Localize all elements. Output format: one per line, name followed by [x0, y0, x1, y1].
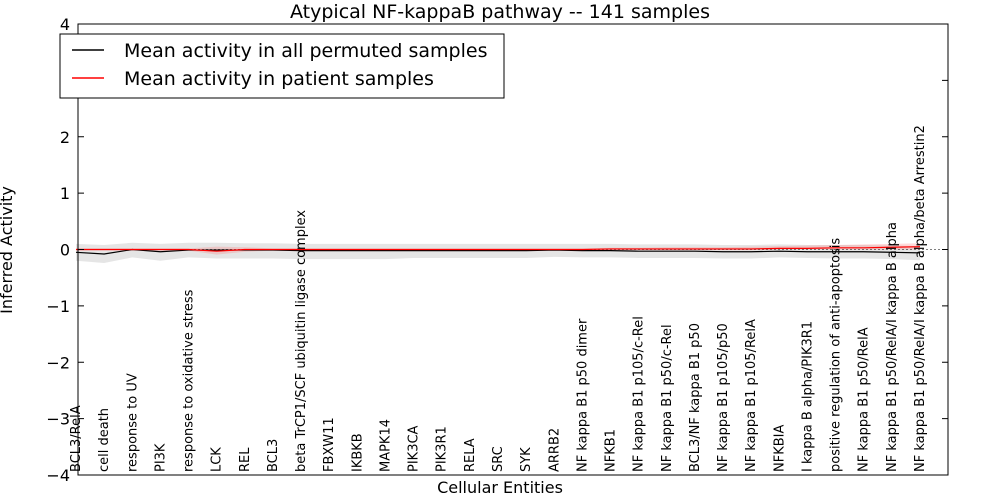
chart-title: Atypical NF-kappaB pathway -- 141 sample… [290, 1, 710, 23]
category-label: beta TrCP1/SCF ubiquitin ligase complex [294, 210, 309, 472]
category-label: NF kappa B1 p105/c-Rel [632, 316, 647, 472]
line-series-0 [75, 248, 921, 255]
category-label: LCK [210, 447, 225, 472]
category-label: SRC [491, 446, 506, 472]
category-label: NF kappa B1 p105/RelA [744, 319, 759, 472]
category-label: SYK [519, 447, 534, 472]
confidence-bands [76, 242, 920, 264]
line-series-1 [76, 246, 921, 252]
category-label: PI3K [153, 443, 168, 472]
y-tick-label: 2 [60, 128, 70, 147]
y-tick-label: −4 [46, 466, 70, 485]
y-tick-label: 1 [60, 184, 70, 203]
category-label: PIK3CA [407, 425, 422, 472]
y-tick-label: 0 [60, 241, 70, 260]
category-label: NF kappa B1 p50/RelA/I kappa B alpha/bet… [913, 125, 928, 472]
y-axis: −4−3−2−101234 [46, 15, 948, 485]
category-label: NF kappa B1 p50/RelA/I kappa B alpha [885, 222, 900, 472]
category-label: BCL3/NF kappa B1 p50 [688, 323, 703, 472]
legend-label-permuted: Mean activity in all permuted samples [124, 40, 487, 62]
category-label: ARRB2 [547, 428, 562, 472]
category-label: BCL3/RelA [69, 405, 84, 472]
legend: Mean activity in all permuted samples Me… [59, 33, 505, 99]
category-label: NFKB1 [604, 429, 619, 472]
category-label: I kappa B alpha/PIK3R1 [800, 321, 815, 472]
category-label: cell death [97, 408, 112, 472]
category-label: MAPK14 [378, 419, 393, 472]
category-label: BCL3 [266, 439, 281, 472]
category-label: response to oxidative stress [182, 289, 197, 472]
legend-box [59, 33, 505, 99]
category-label: NFKBIA [772, 425, 787, 472]
y-tick-label: −3 [46, 410, 70, 429]
y-tick-label: −2 [46, 353, 70, 372]
category-label: PIK3R1 [435, 426, 450, 472]
legend-label-patient: Mean activity in patient samples [124, 68, 434, 90]
category-label: NF kappa B1 p50/RelA [857, 327, 872, 472]
category-label: positive regulation of anti-apoptosis [829, 238, 844, 472]
category-label: RELA [463, 438, 478, 472]
category-label: IKBKB [350, 433, 365, 472]
y-tick-label: 4 [60, 15, 70, 34]
category-label: NF kappa B1 p50 dimer [575, 318, 590, 472]
x-axis-label: Cellular Entities [437, 478, 563, 497]
series-lines [75, 246, 921, 255]
y-tick-label: −1 [46, 297, 70, 316]
y-axis-label: Inferred Activity [0, 186, 16, 314]
category-label: response to UV [125, 373, 140, 472]
category-labels: BCL3/RelA cell death response to UV PI3K res… [69, 125, 928, 472]
category-label: NF kappa B1 p105/p50 [716, 323, 731, 472]
plot-frame [77, 23, 949, 476]
category-label: FBXW11 [322, 417, 337, 472]
category-label: REL [238, 447, 253, 472]
band-series-0 [76, 242, 920, 264]
category-label: NF kappa B1 p50/c-Rel [660, 324, 675, 472]
